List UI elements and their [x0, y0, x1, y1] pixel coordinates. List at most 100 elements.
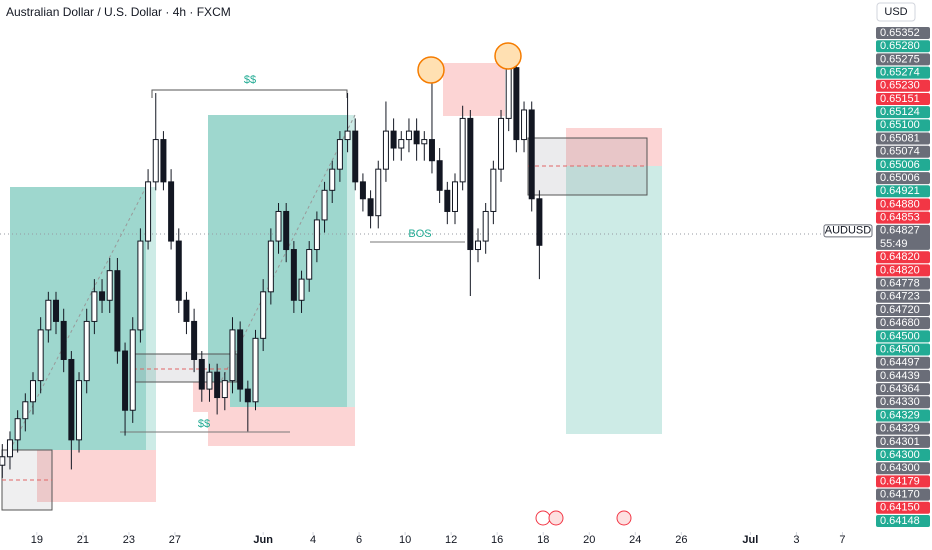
candle-body — [398, 139, 405, 149]
candle-body — [122, 350, 129, 411]
price-tag — [876, 264, 930, 277]
price-tag-label: 0.65100 — [880, 119, 920, 131]
long-stop-zone — [208, 407, 355, 446]
price-tag — [876, 330, 930, 343]
x-tick-label: 7 — [839, 534, 845, 546]
price-tag — [876, 79, 930, 92]
candle-body — [536, 198, 543, 246]
price-tag-label: 0.65280 — [880, 40, 920, 52]
candle-body — [83, 320, 90, 382]
order-block — [132, 353, 238, 383]
candle-body — [191, 320, 198, 360]
x-tick-label: 20 — [583, 534, 595, 546]
candle-body — [198, 358, 205, 390]
x-tick-label: 24 — [629, 534, 641, 546]
price-tag-label: 0.64723 — [880, 291, 920, 303]
candle-body — [521, 109, 528, 141]
price-tag-label: 0.64329 — [880, 409, 920, 421]
price-tag — [876, 251, 930, 264]
event-icons — [535, 510, 632, 526]
candle-body — [290, 249, 297, 301]
candle-body — [528, 109, 535, 200]
candle-body — [283, 210, 290, 251]
candle-body — [22, 401, 29, 420]
price-tag-label: 0.64364 — [880, 383, 920, 395]
price-tag-label: 0.65074 — [880, 146, 920, 158]
symbol-tag — [823, 224, 873, 238]
price-tag — [876, 515, 930, 527]
price-tag-label: 0.64179 — [880, 475, 920, 487]
price-tag — [876, 119, 930, 132]
candle-body — [367, 198, 374, 217]
candle-body — [60, 320, 67, 360]
candle-body — [221, 380, 228, 399]
price-tag-label: 0.64820 — [880, 264, 920, 276]
candle-body — [428, 139, 435, 162]
price-tag — [876, 409, 930, 422]
candle-body — [482, 210, 489, 242]
x-tick-label: 26 — [675, 534, 687, 546]
x-tick-label: 4 — [310, 534, 316, 546]
price-tag-label: 0.64439 — [880, 370, 920, 382]
event-icon[interactable] — [548, 510, 564, 526]
currency-button[interactable] — [876, 2, 916, 22]
candle-body — [352, 130, 359, 183]
price-tag — [876, 501, 930, 514]
x-tick-label: 12 — [445, 534, 457, 546]
high-marker — [417, 56, 445, 84]
price-tag-label: 0.64300 — [880, 462, 920, 474]
supply-zone — [443, 63, 505, 116]
price-tag-label: 0.64301 — [880, 436, 920, 448]
event-icon[interactable] — [616, 510, 632, 526]
candle-body — [359, 181, 366, 200]
candle-body — [214, 371, 221, 399]
price-tag — [876, 185, 930, 198]
candle-body — [421, 139, 428, 145]
price-tag — [876, 106, 930, 119]
price-tag — [876, 369, 930, 382]
candle-body — [505, 67, 512, 119]
candle-body — [313, 219, 320, 251]
price-tag — [876, 53, 930, 66]
candle-body — [459, 117, 466, 183]
price-tag-label: 0.64500 — [880, 343, 920, 355]
candle-body — [490, 168, 497, 212]
chart-title: Australian Dollar / U.S. Dollar · 4h · F… — [6, 5, 231, 19]
candle-body — [321, 189, 328, 221]
candle-body — [344, 130, 351, 141]
price-tag — [876, 40, 930, 53]
symbol-tag-label: AUDUSD — [825, 225, 872, 237]
candle-body — [306, 249, 313, 280]
candle-body — [436, 160, 443, 191]
price-tag-label: 0.64300 — [880, 449, 920, 461]
price-tag-label: 0.64150 — [880, 502, 920, 514]
long-target-zone — [347, 115, 355, 407]
price-tag — [876, 277, 930, 290]
candle-body — [106, 270, 113, 301]
price-tag — [876, 92, 930, 105]
price-tag — [876, 290, 930, 303]
candle-body — [29, 380, 36, 403]
candle-body — [252, 337, 259, 403]
price-tag-label: 0.64853 — [880, 212, 920, 224]
price-tag — [876, 422, 930, 435]
high-marker — [494, 42, 522, 70]
candle-body — [206, 371, 213, 390]
candle-body — [260, 291, 267, 339]
candle-body — [45, 299, 52, 331]
event-icon[interactable] — [535, 510, 551, 526]
price-tag — [876, 303, 930, 316]
price-tag — [876, 396, 930, 409]
candle-body — [467, 117, 474, 251]
x-tick-label: Jun — [253, 534, 273, 546]
price-tag — [876, 145, 930, 158]
candle-body — [137, 240, 144, 331]
current-price-tag — [876, 224, 930, 250]
price-tag-label: 0.65275 — [880, 53, 920, 65]
x-tick-label: 23 — [123, 534, 135, 546]
price-tag-label: 0.64820 — [880, 251, 920, 263]
price-tag-label: 0.65081 — [880, 132, 920, 144]
candle-body — [229, 329, 236, 382]
candle-body — [53, 299, 60, 322]
